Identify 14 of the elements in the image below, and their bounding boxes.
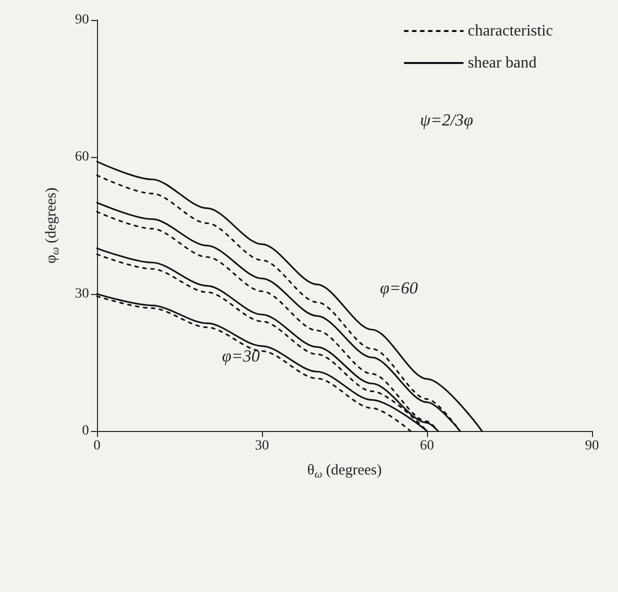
- legend-label: characteristic: [468, 22, 554, 40]
- y-tick-label: 60: [75, 150, 89, 164]
- x-tick-label: 60: [420, 438, 434, 454]
- legend-label: shear band: [468, 54, 537, 72]
- y-tick-label: 90: [75, 12, 89, 28]
- x-tick-label: 90: [585, 438, 599, 454]
- annotation: φ=60: [380, 278, 418, 298]
- annotation: φ=30: [222, 346, 260, 366]
- x-tick-label: 30: [255, 438, 269, 454]
- x-tick-label: 0: [94, 438, 100, 454]
- annotation: ψ=2/3φ: [420, 110, 474, 130]
- y-tick-label: 0: [82, 424, 89, 438]
- y-axis-title: φω (degrees): [44, 188, 62, 264]
- y-tick-label: 30: [75, 286, 89, 302]
